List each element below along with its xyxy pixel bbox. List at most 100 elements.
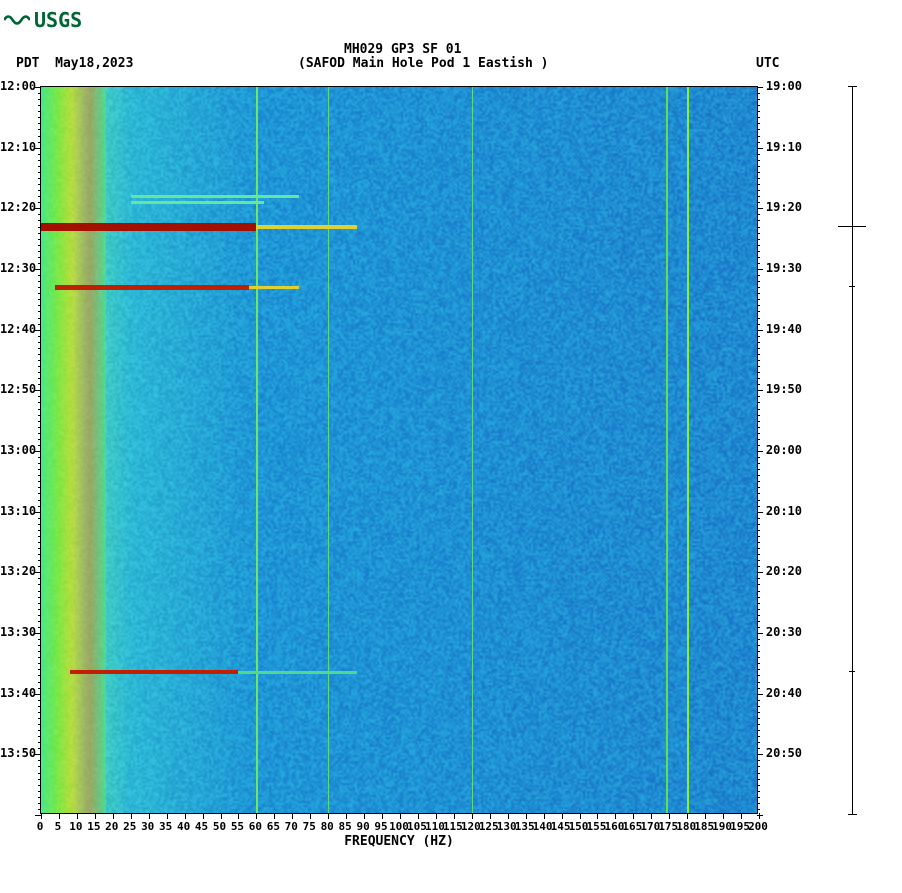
- y-tick-left: [38, 445, 41, 446]
- x-tick-label: 65: [267, 820, 280, 833]
- y-tick-right: [757, 111, 760, 112]
- y-tick-left: [38, 560, 41, 561]
- y-tick-left: [38, 785, 41, 786]
- y-tick-left: [38, 105, 41, 106]
- y-tick-left: [38, 518, 41, 519]
- amplitude-mini-axis: [852, 86, 853, 814]
- y-tick-left: [38, 251, 41, 252]
- y-tick-right: [757, 542, 760, 543]
- y-tick-right: [757, 785, 760, 786]
- y-label-right: 19:10: [766, 140, 802, 154]
- y-tick-right: [757, 196, 760, 197]
- y-tick-right: [757, 354, 760, 355]
- y-tick-right: [757, 791, 760, 792]
- y-tick-right: [757, 475, 760, 476]
- y-label-right: 19:30: [766, 261, 802, 275]
- seismic-event: [131, 201, 264, 204]
- y-tick-left: [38, 597, 41, 598]
- y-tick-left: [38, 281, 41, 282]
- y-tick-left: [38, 742, 41, 743]
- y-tick-right: [757, 409, 760, 410]
- y-tick-right: [757, 548, 760, 549]
- y-tick-left: [38, 111, 41, 112]
- y-tick-right: [757, 154, 760, 155]
- y-tick-left: [38, 142, 41, 143]
- x-tick-label: 15: [87, 820, 100, 833]
- y-tick-left: [38, 718, 41, 719]
- x-tick-label: 115: [443, 820, 463, 833]
- y-tick-right: [757, 675, 760, 676]
- y-tick-right: [757, 318, 760, 319]
- y-tick-left: [38, 324, 41, 325]
- y-tick-right: [757, 591, 760, 592]
- y-tick-left: [38, 166, 41, 167]
- y-tick-left: [38, 663, 41, 664]
- y-label-left: 13:50: [0, 746, 36, 760]
- seismic-event: [238, 671, 356, 674]
- y-label-left: 12:50: [0, 382, 36, 396]
- y-tick-left: [38, 220, 41, 221]
- x-tick: [597, 813, 598, 819]
- y-tick-left: [38, 645, 41, 646]
- x-tick: [580, 813, 581, 819]
- y-tick-left: [38, 475, 41, 476]
- y-tick-right: [757, 688, 760, 689]
- y-tick-left: [38, 463, 41, 464]
- x-tick: [508, 813, 509, 819]
- x-tick: [651, 813, 652, 819]
- y-tick-right: [757, 233, 760, 234]
- y-tick-right: [757, 524, 760, 525]
- x-tick: [759, 813, 760, 819]
- mini-axis-event-mark: [849, 671, 855, 672]
- x-tick: [203, 813, 204, 819]
- x-tick: [77, 813, 78, 819]
- x-tick-label: 45: [195, 820, 208, 833]
- y-tick-right: [757, 348, 760, 349]
- x-tick: [131, 813, 132, 819]
- y-tick-left: [38, 99, 41, 100]
- spectrogram-plot: FREQUENCY (HZ) 0510152025303540455055606…: [40, 86, 758, 814]
- y-tick-left: [38, 566, 41, 567]
- y-tick-right: [757, 584, 760, 585]
- x-tick-label: 180: [676, 820, 696, 833]
- y-tick-right: [757, 214, 760, 215]
- y-tick-right: [757, 427, 760, 428]
- y-tick-left: [38, 136, 41, 137]
- y-tick-right: [757, 487, 760, 488]
- x-tick: [562, 813, 563, 819]
- y-tick-right: [757, 117, 760, 118]
- y-label-right: 19:40: [766, 322, 802, 336]
- y-tick-right: [757, 536, 760, 537]
- seismic-event: [131, 195, 300, 198]
- y-tick-right: [757, 402, 760, 403]
- y-tick-left: [38, 245, 41, 246]
- y-tick-left: [38, 609, 41, 610]
- y-tick-left: [38, 651, 41, 652]
- x-tick-label: 90: [356, 820, 369, 833]
- y-tick-left: [38, 342, 41, 343]
- y-tick-left: [38, 797, 41, 798]
- y-tick-left: [38, 427, 41, 428]
- y-tick-right: [757, 293, 760, 294]
- y-tick-left: [38, 779, 41, 780]
- y-tick-left: [38, 366, 41, 367]
- x-tick-label: 190: [712, 820, 732, 833]
- y-tick-right: [757, 651, 760, 652]
- y-tick-right: [757, 633, 763, 634]
- x-tick: [705, 813, 706, 819]
- y-tick-right: [757, 330, 763, 331]
- y-tick-right: [757, 639, 760, 640]
- y-tick-right: [757, 99, 760, 100]
- y-tick-right: [757, 463, 760, 464]
- y-tick-right: [757, 311, 760, 312]
- y-tick-right: [757, 202, 760, 203]
- y-label-right: 20:30: [766, 625, 802, 639]
- y-tick-right: [757, 742, 760, 743]
- y-tick-right: [757, 736, 760, 737]
- x-tick: [544, 813, 545, 819]
- y-tick-left: [38, 305, 41, 306]
- y-tick-right: [757, 724, 760, 725]
- y-label-left: 12:40: [0, 322, 36, 336]
- x-tick: [41, 813, 42, 819]
- y-tick-right: [757, 324, 760, 325]
